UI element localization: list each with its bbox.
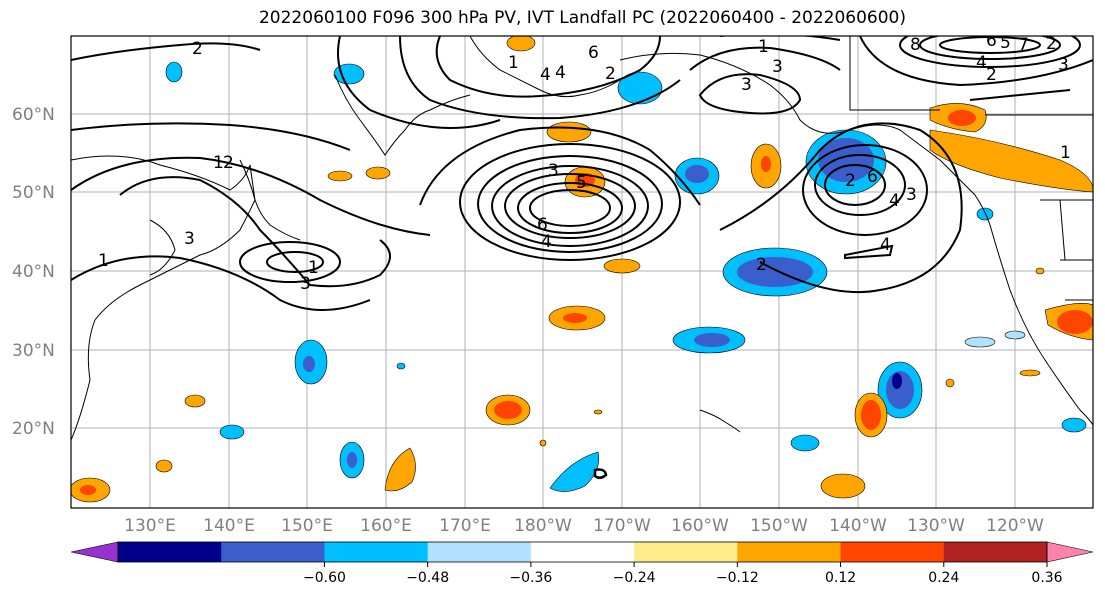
colorbar-segment [427, 542, 532, 562]
contour-label: 3 [300, 274, 311, 294]
pv-positive-anomalies [71, 36, 1093, 503]
lon-label: 140°E [203, 516, 255, 536]
contour-label: 4 [555, 63, 566, 83]
contour-label: 4 [889, 191, 900, 211]
contour-label: 1 [308, 258, 319, 278]
colorbar-tick-label: −0.36 [509, 570, 552, 586]
colorbar-tick-label: −0.12 [716, 570, 759, 586]
contour-label: 2 [192, 39, 203, 59]
contour-label: 6 [588, 43, 599, 63]
contour-label: 1 [758, 37, 769, 57]
lon-label: 130°W [907, 516, 965, 536]
colorbar [70, 541, 1094, 563]
lat-label-30n: 30°N [12, 341, 55, 361]
contour-labels: 2 1 2 3 1 1 3 1 3 4 3 3 5 6 4 2 6 4 3 4 … [98, 31, 1071, 294]
contour-label: 3 [906, 185, 917, 205]
colorbar-tick-label: 0.24 [928, 570, 959, 586]
lon-label: 140°W [829, 516, 887, 536]
contour-label: 3 [1058, 55, 1069, 75]
colorbar-segment [530, 542, 635, 562]
contour-label: 1 [213, 153, 224, 173]
colorbar-segment [221, 542, 325, 562]
contour-label: 4 [540, 65, 551, 85]
colorbar-tick-labels: −0.60−0.48−0.36−0.24−0.120.120.240.360.4… [303, 562, 1063, 586]
colorbar-tick-label: −0.48 [406, 570, 449, 586]
contour-label: 2 [1046, 34, 1057, 54]
lon-label: 160°E [360, 516, 412, 536]
contour-label: 4 [541, 232, 552, 252]
contour-label: 1 [508, 53, 519, 73]
lat-label-40n: 40°N [12, 262, 55, 282]
coastlines [71, 36, 1093, 479]
colorbar-segment [634, 542, 738, 562]
contour-label: 2 [756, 255, 767, 275]
map-frame [70, 35, 1094, 509]
colorbar-tick-label: −0.60 [303, 570, 346, 586]
map-title: 2022060100 F096 300 hPa PV, IVT Landfall… [258, 8, 906, 28]
colorbar-tick-label: 0.12 [825, 570, 856, 586]
lon-label: 120°W [986, 516, 1044, 536]
longitude-labels: 130°E 140°E 150°E 160°E 170°E 180°W 170°… [124, 516, 1044, 536]
colorbar-segment [943, 542, 1048, 562]
contour-label: 7 [1018, 35, 1029, 55]
contour-label: 3 [548, 161, 559, 181]
contour-label: 1 [98, 251, 109, 271]
colorbar-extend-low [70, 541, 119, 563]
contour-label: 2 [986, 65, 997, 85]
contour-label: 3 [184, 229, 195, 249]
contour-label: 8 [910, 35, 921, 55]
lon-label: 170°E [439, 516, 491, 536]
contour-label: 2 [223, 153, 234, 173]
contour-label: 1 [1060, 143, 1071, 163]
contour-label: 4 [976, 53, 987, 73]
ivt-contours [71, 36, 1093, 311]
lon-label: 170°W [593, 516, 651, 536]
colorbar-tick-label: 0.36 [1031, 570, 1062, 586]
colorbar-outline [117, 541, 1048, 563]
contour-label: 6 [986, 31, 997, 51]
lon-label: 160°W [671, 516, 729, 536]
lat-label-50n: 50°N [12, 183, 55, 203]
lon-label: 130°E [124, 516, 176, 536]
colorbar-segment [324, 542, 429, 562]
lon-label: 150°E [281, 516, 333, 536]
contour-label: 6 [537, 215, 548, 235]
colorbar-segment [737, 542, 842, 562]
contour-label: 2 [605, 64, 616, 84]
contour-label: 3 [741, 75, 752, 95]
contour-label: 2 [845, 171, 856, 191]
lon-label: 180°W [514, 516, 572, 536]
contour-label: 3 [772, 57, 783, 77]
lat-label-20n: 20°N [12, 419, 55, 439]
colorbar-extend-high [1046, 541, 1094, 563]
lon-label: 150°W [750, 516, 808, 536]
colorbar-segment [118, 542, 222, 562]
contour-label: 4 [880, 235, 891, 255]
latitude-labels: 60°N 50°N 40°N 30°N 20°N [12, 105, 55, 439]
lat-label-60n: 60°N [12, 105, 55, 125]
contour-label: 5 [1000, 33, 1011, 53]
contour-label: 6 [867, 167, 878, 187]
contour-label: 5 [576, 173, 587, 193]
colorbar-tick-label: −0.24 [613, 570, 656, 586]
colorbar-segment [840, 542, 945, 562]
